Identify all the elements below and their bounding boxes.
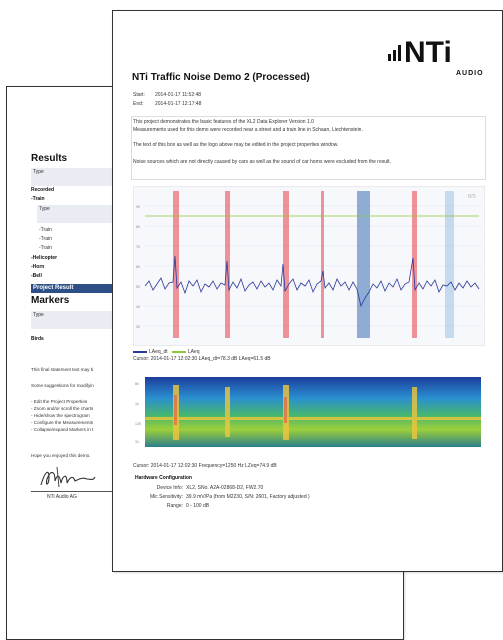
description-line: The text of this box as well as the logo… — [133, 142, 339, 148]
logo-text: NTi — [404, 36, 452, 69]
marker-band — [173, 191, 179, 338]
svg-text:1k: 1k — [135, 402, 139, 406]
hw-label: Range: — [166, 503, 183, 509]
front-report-page: NTi AUDIO NTi Traffic Noise Demo 2 (Proc… — [112, 10, 503, 572]
svg-text:31: 31 — [135, 440, 139, 444]
description-box — [131, 116, 486, 180]
result-helicopter: -Helicopter — [31, 255, 58, 261]
results-type-header: Type — [31, 168, 119, 178]
svg-text:90: 90 — [136, 205, 140, 209]
hw-range-row: Range: 0 - 100 dB — [145, 503, 209, 509]
result-bell: -Bell — [31, 273, 42, 279]
nti-audio-logo: NTi AUDIO — [388, 36, 484, 77]
legend-swatch-laeq — [171, 350, 186, 353]
svg-text:80: 80 — [136, 225, 140, 229]
hw-label: Device Info: — [156, 485, 183, 491]
suggestion-item: - Edit the Project Properties — [31, 399, 88, 404]
closing-text: Hope you enjoyed this demo. — [31, 453, 91, 458]
markers-type-header: Type — [31, 311, 119, 321]
level-time-chart: NTi 90 80 70 60 50 40 30 — [133, 186, 485, 346]
spectrogram-chart: 8k 1k 125 31 — [135, 377, 481, 447]
description-line: Noise sources which are not directly cau… — [133, 159, 391, 165]
suggestion-item: - Hide/show the spectrogram — [31, 413, 90, 418]
final-statement-text: This final statement text may b — [31, 367, 94, 372]
results-header-spacer — [31, 178, 119, 186]
hw-value: XL2, SNo. A2A-02868-D2, FW2.70 — [186, 485, 264, 491]
chart-legend: LAeq_dt LAeq — [133, 349, 200, 355]
start-row: Start: 2014-01-17 11:52:48 — [133, 92, 201, 98]
y-axis-ticks: 90 80 70 60 50 40 30 — [136, 205, 140, 329]
svg-text:30: 30 — [136, 325, 140, 329]
cursor-readout-1: Cursor: 2014-01-17 12:02:30 LAeq_dt=78.3… — [133, 356, 271, 362]
signature-image — [40, 466, 96, 488]
spectrogram-peaks — [174, 395, 287, 425]
train-header-spacer — [37, 215, 119, 223]
cursor-readout-2: Cursor: 2014-01-17 12:02:30 Frequency=12… — [133, 463, 277, 469]
svg-text:40: 40 — [136, 305, 140, 309]
legend-laeq-dt: LAeq_dt — [149, 349, 168, 355]
suggestion-item: - Collapse/expand Markers in t — [31, 427, 94, 432]
end-value: 2014-01-17 12:17:48 — [155, 101, 202, 107]
result-recorded: Recorded — [31, 187, 55, 193]
spectro-y-ticks: 8k 1k 125 31 — [135, 382, 141, 444]
end-label: End: — [133, 101, 144, 107]
project-result-bar: Project Result — [31, 284, 119, 293]
svg-text:60: 60 — [136, 265, 140, 269]
spectrogram-field — [145, 377, 481, 447]
laeq-dt-series — [144, 255, 480, 308]
markers-heading: Markers — [31, 295, 70, 306]
svg-text:125: 125 — [135, 422, 141, 426]
marker-band — [283, 191, 289, 338]
marker-band — [445, 191, 454, 338]
description-line: Measurements used for this demo were rec… — [133, 127, 363, 133]
hw-mic-sensitivity-row: Mic Sensitivity: 39.9 mV/Pa (from M2230, … — [145, 494, 310, 500]
signature-line — [31, 491, 117, 492]
marker-birds: Birds — [31, 336, 44, 342]
hw-label: Mic Sensitivity: — [149, 494, 183, 500]
marker-band — [412, 191, 417, 338]
company-name: NTi Audio AG — [47, 494, 77, 500]
suggestions-text: Some suggestions for modifyin — [31, 383, 94, 388]
results-heading: Results — [31, 153, 68, 164]
svg-text:8k: 8k — [135, 382, 139, 386]
legend-laeq: LAeq — [187, 349, 200, 355]
hardware-config-heading: Hardware Configuration — [135, 475, 192, 481]
result-train-group: -Train — [31, 196, 45, 202]
start-label: Start: — [133, 92, 145, 98]
suggestion-item: - Configure the Measurements — [31, 420, 94, 425]
marker-band — [357, 191, 370, 338]
start-value: 2014-01-17 11:52:48 — [155, 92, 202, 98]
svg-text:70: 70 — [136, 245, 140, 249]
hw-value: 0 - 100 dB — [186, 503, 210, 509]
markers-header-spacer — [31, 321, 119, 329]
end-row: End: 2014-01-17 12:17:48 — [133, 101, 201, 107]
chart-watermark: NTi — [468, 194, 476, 200]
logo-subtext: AUDIO — [456, 70, 484, 77]
svg-text:50: 50 — [136, 285, 140, 289]
hw-value: 39.9 mV/Pa (from M2230, S/N: 2601, Facto… — [186, 494, 310, 500]
result-train-item: -Train — [39, 245, 52, 251]
result-train-item: -Train — [39, 227, 52, 233]
marker-band — [321, 191, 324, 338]
suggestion-item: - Zoom and/or scroll the charts — [31, 406, 94, 411]
chart-grid — [145, 205, 481, 327]
result-train-item: -Train — [39, 236, 52, 242]
report-title: NTi Traffic Noise Demo 2 (Processed) — [132, 72, 310, 83]
legend-swatch-laeq-dt — [133, 350, 147, 353]
hw-device-info-row: Device Info: XL2, SNo. A2A-02868-D2, FW2.… — [145, 485, 264, 491]
train-type-header: Type — [37, 205, 119, 215]
description-line: This project demonstrates the basic feat… — [133, 119, 314, 125]
result-horn: -Horn — [31, 264, 45, 270]
